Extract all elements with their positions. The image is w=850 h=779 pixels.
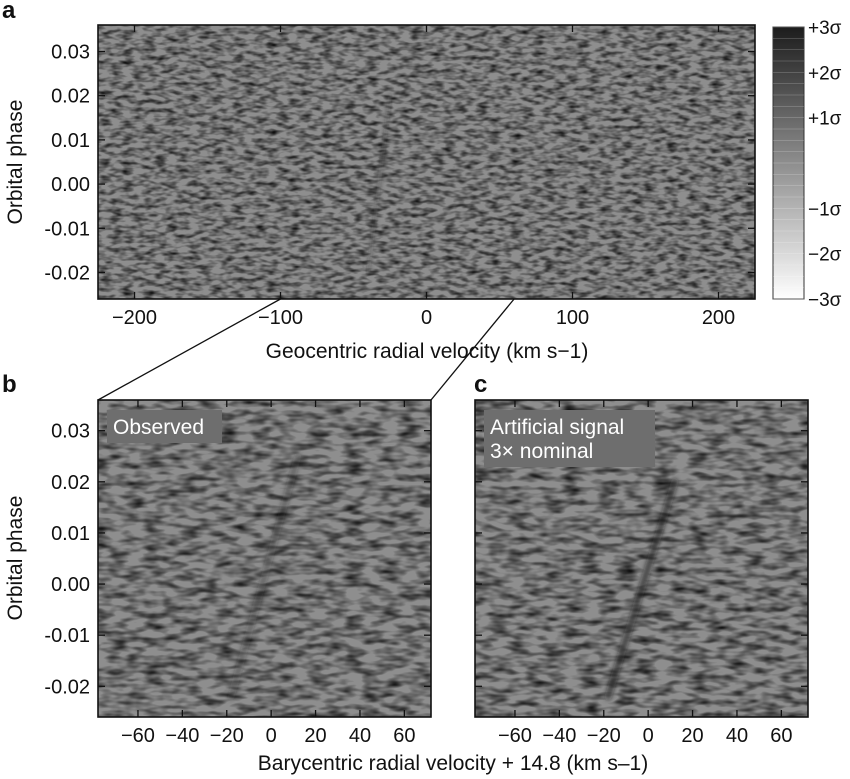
y-tick-label: 0.02: [51, 86, 90, 108]
colorbar-gradient: [772, 26, 805, 300]
colorbar: +3σ +2σ +1σ −1σ −2σ −3σ: [772, 18, 842, 311]
y-tick-label: 0.00: [51, 174, 90, 196]
y-tick-label: -0.01: [44, 218, 90, 240]
x-tick-label: −100: [258, 307, 303, 329]
inset-label-artificial: Artificial signal 3× nominal: [484, 410, 655, 467]
colorbar-label: +3σ: [808, 18, 842, 39]
heatmap-b: [98, 400, 431, 717]
inset-label-observed-text: Observed: [113, 416, 204, 439]
signal-trail-b: [227, 452, 302, 701]
colorbar-label: −2σ: [808, 245, 842, 266]
heatmap-a: [98, 25, 755, 299]
axes-c: −60 −40 −20 0 20 40 60: [474, 399, 809, 747]
x-tick-label: 0: [266, 725, 277, 747]
panel-letter-b: b: [2, 371, 17, 398]
inset-label-artificial-line2: 3× nominal: [490, 440, 593, 463]
x-tick-label: 0: [421, 307, 432, 329]
x-tick-label: −20: [587, 725, 621, 747]
x-tick-label: −60: [498, 725, 532, 747]
y-tick-label: -0.02: [44, 676, 90, 698]
y-tick-label: -0.02: [44, 262, 90, 284]
x-tick-label: −20: [210, 725, 244, 747]
colorbar-label: +2σ: [808, 63, 842, 84]
signal-trail-c: [604, 478, 679, 701]
x-tick-label: −200: [112, 307, 157, 329]
plot-frame-b: [97, 399, 432, 718]
colorbar-label: −3σ: [808, 290, 842, 311]
x-tick-label: 20: [304, 725, 326, 747]
y-tick-label: -0.01: [44, 625, 90, 647]
x-tick-label: −40: [542, 725, 576, 747]
y-tick-label: 0.03: [51, 42, 90, 64]
shared-x-axis-label: Barycentric radial velocity + 14.8 (km s…: [258, 752, 648, 775]
axes-a: −200 −100 0 100 200 0.03 0.02 0.01 0.00 -0.01 -0.0…: [44, 24, 756, 329]
axes-b: −60 −40 −20 0 20 40 60 0.03 0.02 0.01 0.00 -0.01 -0.…: [44, 399, 432, 747]
y-tick-label: 0.01: [51, 523, 90, 545]
x-tick-label: 40: [349, 725, 371, 747]
x-tick-label: −40: [165, 725, 199, 747]
x-axis-label-a: Geocentric radial velocity (km s−1): [266, 340, 589, 363]
panel-letter-c: c: [474, 371, 487, 398]
y-axis-label-a: Orbital phase: [4, 100, 27, 225]
signal-trail-line-b: [227, 452, 302, 701]
colorbar-bands: [773, 26, 804, 300]
colorbar-labels: +3σ +2σ +1σ −1σ −2σ −3σ: [808, 18, 842, 311]
x-tick-label: −60: [121, 725, 155, 747]
inset-label-observed: Observed: [107, 410, 222, 443]
colorbar-label: +1σ: [808, 109, 842, 130]
zoom-line-right: [430, 298, 515, 401]
x-tick-label: 100: [556, 307, 589, 329]
colorbar-label: −1σ: [808, 199, 842, 220]
x-tick-label: 20: [681, 725, 703, 747]
x-tick-label: 60: [393, 725, 415, 747]
y-axis-label-b: Orbital phase: [4, 496, 27, 621]
plot-frame-c: [474, 399, 809, 718]
inset-label-artificial-line1: Artificial signal: [490, 416, 624, 439]
x-tick-label: 60: [770, 725, 792, 747]
x-tick-label: 40: [726, 725, 748, 747]
y-tick-label: 0.01: [51, 130, 90, 152]
x-tick-label: 200: [702, 307, 735, 329]
signal-trail-line-a: [366, 93, 392, 275]
x-tick-label: 0: [643, 725, 654, 747]
zoom-line-left: [97, 298, 281, 401]
y-tick-label: 0.02: [51, 472, 90, 494]
y-tick-label: 0.00: [51, 574, 90, 596]
signal-trail-line-c: [604, 478, 679, 701]
panel-letter-a: a: [2, 0, 16, 24]
signal-trail-a: [366, 93, 392, 275]
y-tick-label: 0.03: [51, 421, 90, 443]
zoom-connector-lines: [97, 298, 515, 401]
